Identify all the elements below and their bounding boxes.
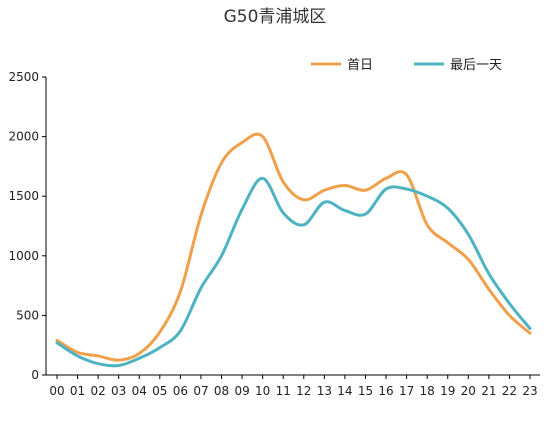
- x-axis-ticks: 00 01 02 03 04 05 06 07 08 09 10 11 12 13 14 15 16 17 18 19…: [49, 375, 538, 398]
- x-tick-label: 22: [502, 384, 517, 398]
- x-tick-label: 17: [399, 384, 414, 398]
- legend-label-last-day: 最后一天: [450, 58, 502, 73]
- x-tick-label: 00: [49, 384, 64, 398]
- series-layer: [55, 132, 532, 368]
- x-tick-label: 06: [173, 384, 188, 398]
- legend-label-first-day: 首日: [347, 58, 373, 73]
- x-tick-label: 09: [234, 384, 249, 398]
- x-tick-label: 03: [111, 384, 126, 398]
- x-tick-label: 13: [317, 384, 332, 398]
- x-tick-label: 15: [358, 384, 373, 398]
- x-tick-label: 14: [337, 384, 352, 398]
- x-tick-label: 10: [255, 384, 270, 398]
- series-line-first-day: [55, 132, 532, 362]
- x-tick-label: 21: [481, 384, 496, 398]
- x-tick-label: 16: [378, 384, 393, 398]
- legend-item-last-day: 最后一天: [414, 58, 502, 73]
- x-tick-label: 02: [90, 384, 105, 398]
- x-tick-label: 20: [461, 384, 476, 398]
- y-axis-ticks: 0 500 1000 1500 2000 2500: [8, 70, 46, 382]
- x-tick-label: 23: [522, 384, 537, 398]
- chart-title: G50青浦城区: [224, 7, 327, 27]
- legend-item-first-day: 首日: [311, 58, 373, 73]
- x-tick-label: 01: [70, 384, 85, 398]
- x-tick-label: 04: [132, 384, 147, 398]
- y-tick-label: 500: [16, 308, 39, 322]
- y-tick-label: 2500: [8, 70, 39, 84]
- x-tick-label: 12: [296, 384, 311, 398]
- x-tick-label: 07: [193, 384, 208, 398]
- x-tick-label: 05: [152, 384, 167, 398]
- y-tick-label: 0: [31, 368, 39, 382]
- x-tick-label: 11: [276, 384, 291, 398]
- x-tick-label: 18: [420, 384, 435, 398]
- legend: 首日 最后一天: [311, 58, 502, 73]
- y-tick-label: 2000: [8, 130, 39, 144]
- y-tick-label: 1500: [8, 189, 39, 203]
- x-tick-label: 19: [440, 384, 455, 398]
- x-tick-label: 08: [214, 384, 229, 398]
- series-line-last-day: [55, 176, 532, 368]
- y-tick-label: 1000: [8, 249, 39, 263]
